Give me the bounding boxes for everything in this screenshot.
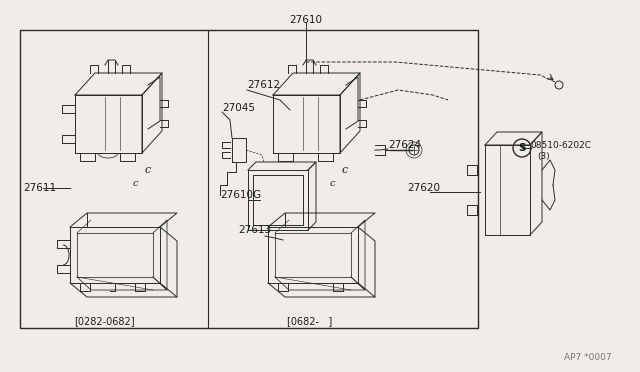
Text: c: c bbox=[329, 179, 335, 187]
Text: c: c bbox=[342, 165, 348, 175]
Text: 27613: 27613 bbox=[238, 225, 271, 235]
Text: 27624: 27624 bbox=[388, 140, 421, 150]
Text: [0682-   ]: [0682- ] bbox=[287, 316, 333, 326]
Text: c: c bbox=[132, 179, 138, 187]
Text: AP7 *0007: AP7 *0007 bbox=[564, 353, 612, 362]
Text: (3): (3) bbox=[537, 153, 550, 161]
Text: c: c bbox=[145, 165, 151, 175]
Text: 27611: 27611 bbox=[23, 183, 56, 193]
Text: 27620: 27620 bbox=[407, 183, 440, 193]
Bar bbox=[20, 30, 478, 328]
Text: S: S bbox=[518, 143, 525, 153]
Text: 27610: 27610 bbox=[289, 15, 323, 25]
Text: 27045: 27045 bbox=[222, 103, 255, 113]
Text: [0282-0682]: [0282-0682] bbox=[74, 316, 134, 326]
Text: 08510-6202C: 08510-6202C bbox=[530, 141, 591, 150]
Text: 27610G: 27610G bbox=[220, 190, 261, 200]
Text: 27612: 27612 bbox=[247, 80, 280, 90]
